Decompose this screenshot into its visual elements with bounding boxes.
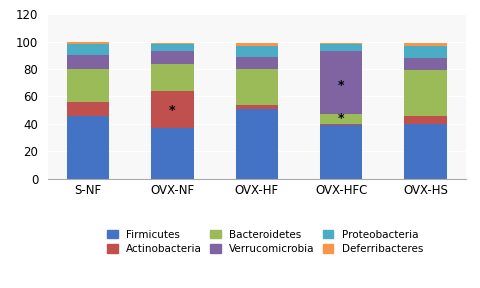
Bar [405,124,446,179]
Bar [151,91,193,128]
Bar [320,43,362,45]
Bar [151,64,193,91]
Bar [236,46,278,57]
Bar [405,43,446,46]
Bar [236,43,278,46]
Text: *: * [338,79,345,92]
Bar [151,45,193,51]
Text: *: * [338,112,345,125]
Bar [405,58,446,71]
Bar [67,69,109,102]
Bar [151,51,193,64]
Bar [320,51,362,114]
Bar [67,116,109,179]
Bar [151,128,193,179]
Bar [236,57,278,69]
Bar [67,56,109,69]
Bar [151,43,193,45]
Bar [236,109,278,179]
Legend: Firmicutes, Actinobacteria, Bacteroidetes, Verrucomicrobia, Proteobacteria, Defe: Firmicutes, Actinobacteria, Bacteroidete… [108,230,423,254]
Bar [405,116,446,124]
Bar [320,124,362,125]
Bar [67,45,109,56]
Bar [67,102,109,116]
Bar [236,69,278,105]
Bar [320,45,362,51]
Bar [320,114,362,124]
Bar [320,125,362,179]
Bar [405,71,446,116]
Bar [236,105,278,109]
Text: *: * [169,104,176,117]
Bar [405,46,446,58]
Bar [67,42,109,45]
